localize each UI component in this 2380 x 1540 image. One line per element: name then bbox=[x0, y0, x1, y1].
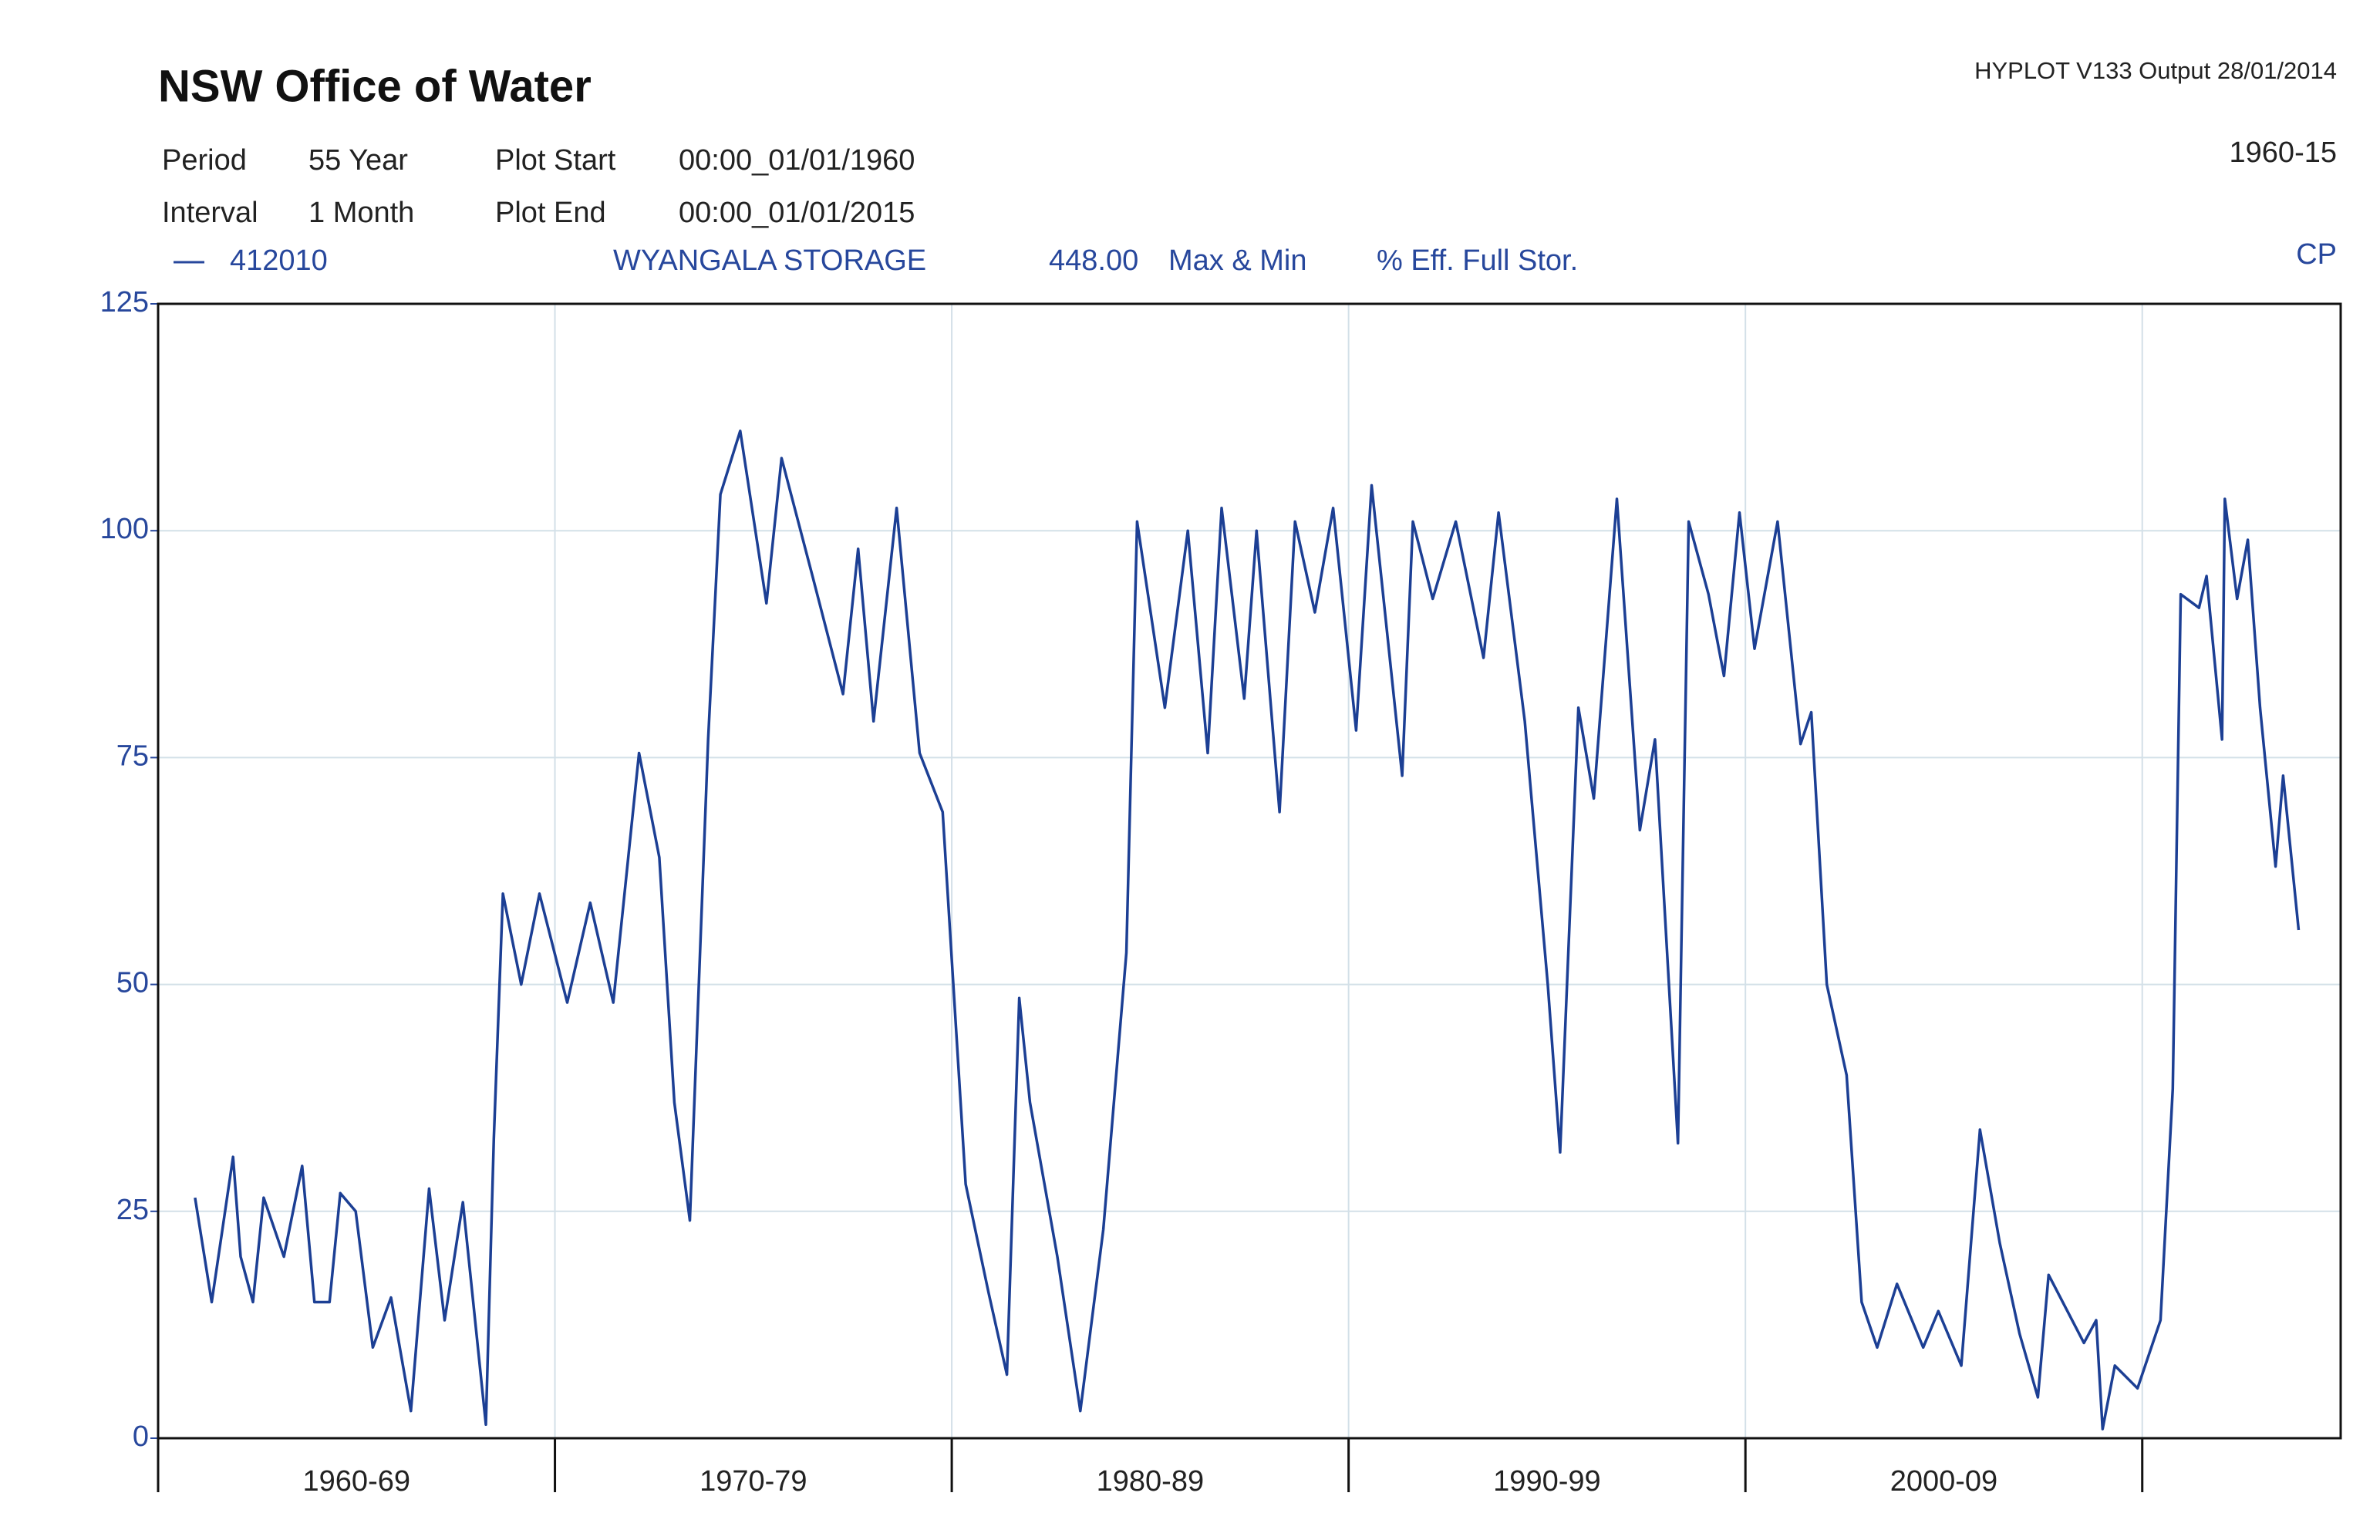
plot-frame bbox=[157, 302, 2342, 1440]
header-field: 00:00_01/01/2015 bbox=[679, 197, 915, 229]
chart-title: NSW Office of Water bbox=[158, 61, 592, 111]
x-tick-label: 2000-09 bbox=[1890, 1465, 1997, 1498]
header-field: 55 Year bbox=[308, 144, 408, 177]
plot-code: CP bbox=[2296, 238, 2337, 271]
header-field: Interval bbox=[162, 197, 258, 229]
legend-field: WYANGALA STORAGE bbox=[613, 244, 926, 277]
x-tick-label: 1970-79 bbox=[700, 1465, 807, 1498]
period-code: 1960-15 bbox=[2230, 136, 2337, 169]
series-line bbox=[194, 430, 2301, 1430]
x-tick-label: 1990-99 bbox=[1493, 1465, 1600, 1498]
header-field: Period bbox=[162, 144, 247, 177]
y-tick-label: 25 bbox=[116, 1194, 149, 1226]
x-tick-label: 1980-89 bbox=[1097, 1465, 1204, 1498]
legend-field: % Eff. Full Stor. bbox=[1377, 244, 1578, 277]
y-tick-label: 75 bbox=[116, 740, 149, 772]
header-field: Plot Start bbox=[495, 144, 616, 177]
header-field: 00:00_01/01/1960 bbox=[679, 144, 915, 177]
header-field: 1 Month bbox=[308, 197, 414, 229]
legend-field: 448.00 bbox=[1049, 244, 1138, 277]
legend-field: Max & Min bbox=[1168, 244, 1306, 277]
output-note: HYPLOT V133 Output 28/01/2014 bbox=[1974, 57, 2337, 84]
y-tick-label: 0 bbox=[133, 1420, 149, 1453]
x-tick-label: 1960-69 bbox=[303, 1465, 410, 1498]
legend-entry: 412010 bbox=[230, 244, 328, 277]
y-tick-label: 50 bbox=[116, 967, 149, 999]
header-field: Plot End bbox=[495, 197, 606, 229]
y-tick-label: 100 bbox=[100, 513, 149, 545]
y-tick-label: 125 bbox=[100, 286, 149, 318]
